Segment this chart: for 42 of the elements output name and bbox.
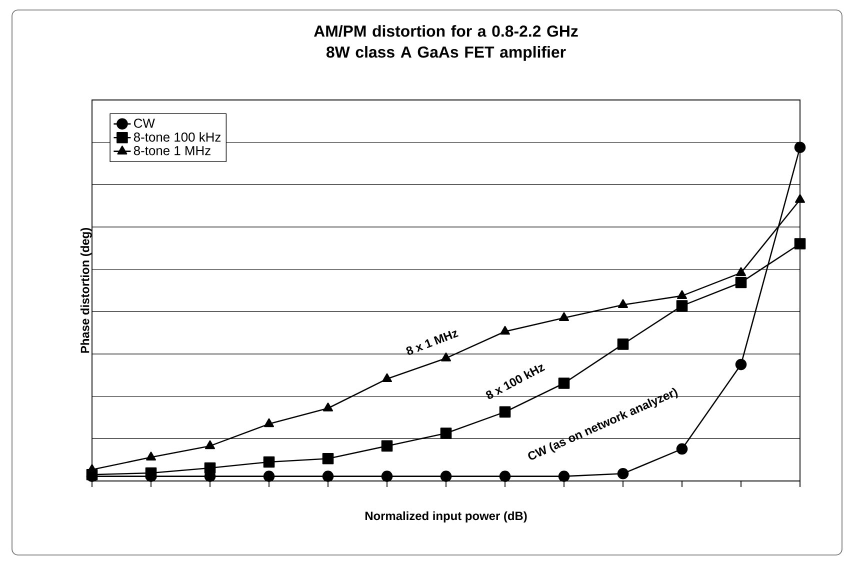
point [382, 373, 392, 382]
point [440, 470, 452, 482]
point [145, 467, 157, 479]
point [617, 468, 629, 480]
chart-title: AM/PM distortion for a 0.8-2.2 GHz 8W class A GaAs FET amplifier [314, 25, 578, 61]
point [264, 418, 274, 428]
point [559, 312, 569, 321]
point [617, 338, 629, 350]
point [499, 470, 511, 482]
point [736, 267, 746, 276]
point [500, 326, 510, 335]
y-axis-title: Phase distortion (deg) [80, 228, 92, 353]
legend-label: CW [134, 118, 155, 128]
annotation: 8 x 1 MHz [406, 330, 458, 355]
point [204, 462, 216, 474]
point [735, 358, 747, 370]
point [618, 299, 628, 308]
point [558, 470, 570, 482]
annotation: 8 x 100 kHz [486, 364, 546, 399]
legend-label: 8-tone 100 kHz [134, 132, 221, 142]
point [795, 194, 805, 203]
point [381, 440, 393, 452]
point [263, 470, 275, 482]
point [441, 352, 451, 362]
point [440, 428, 452, 439]
point [735, 276, 747, 288]
point [322, 470, 334, 482]
point [146, 452, 156, 460]
point [794, 238, 806, 250]
point [322, 452, 334, 464]
point [381, 470, 393, 482]
point [676, 300, 688, 312]
point [499, 406, 511, 418]
point [558, 378, 570, 389]
legend-label: 8-tone 1 MHz [134, 146, 210, 156]
point [323, 402, 333, 412]
point [676, 443, 688, 455]
x-axis-title: Normalized input power (dB) [365, 511, 527, 522]
point [794, 142, 806, 154]
point [263, 456, 275, 468]
point [677, 290, 687, 299]
point [205, 440, 215, 450]
